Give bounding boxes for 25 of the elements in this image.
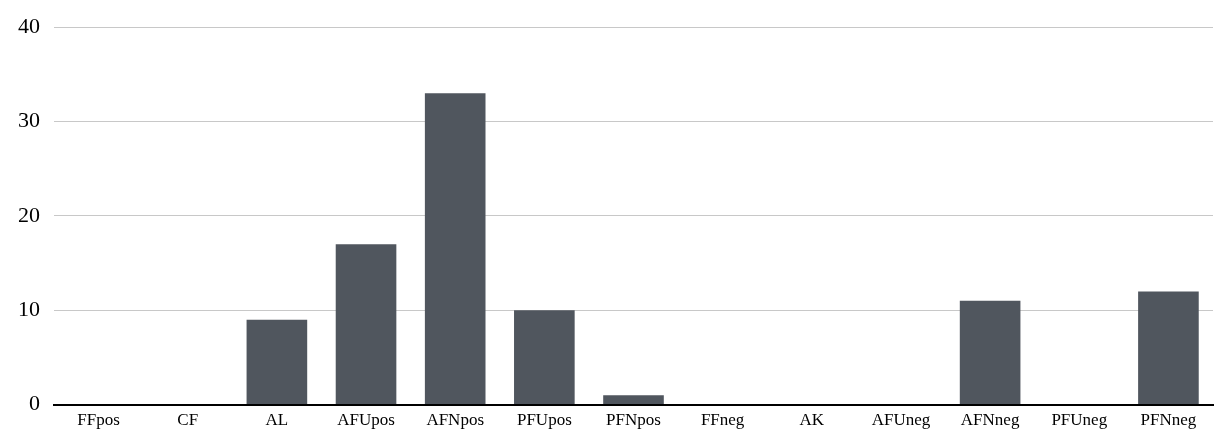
bar [335,244,397,405]
bar [1138,291,1199,405]
x-tick-label: AFNpos [426,410,484,430]
x-tick-label: FFneg [700,410,745,430]
x-tick-label: AFUneg [871,410,931,430]
y-tick-label: 30 [18,107,40,133]
x-tick-label: AL [265,410,289,430]
x-tick-label: AFUpos [337,410,395,430]
bar [246,319,308,405]
y-tick-label: 40 [18,12,40,38]
x-tick-label: AFNneg [960,410,1020,430]
bar [514,310,575,405]
x-tick-label: PFNpos [606,410,661,430]
x-tick-label: FFpos [77,410,120,430]
x-tick-label: PFUpos [516,410,572,430]
x-tick-label: AK [799,410,825,430]
bar [603,395,664,405]
x-tick-label: PFUneg [1051,410,1108,430]
y-tick-label: 0 [29,390,40,416]
x-tick-label: CF [177,410,199,430]
y-tick-label: 20 [18,201,40,227]
y-tick-label: 10 [18,296,40,322]
x-tick-label: PFNneg [1140,410,1197,430]
bar [424,93,486,405]
bar [959,300,1021,405]
